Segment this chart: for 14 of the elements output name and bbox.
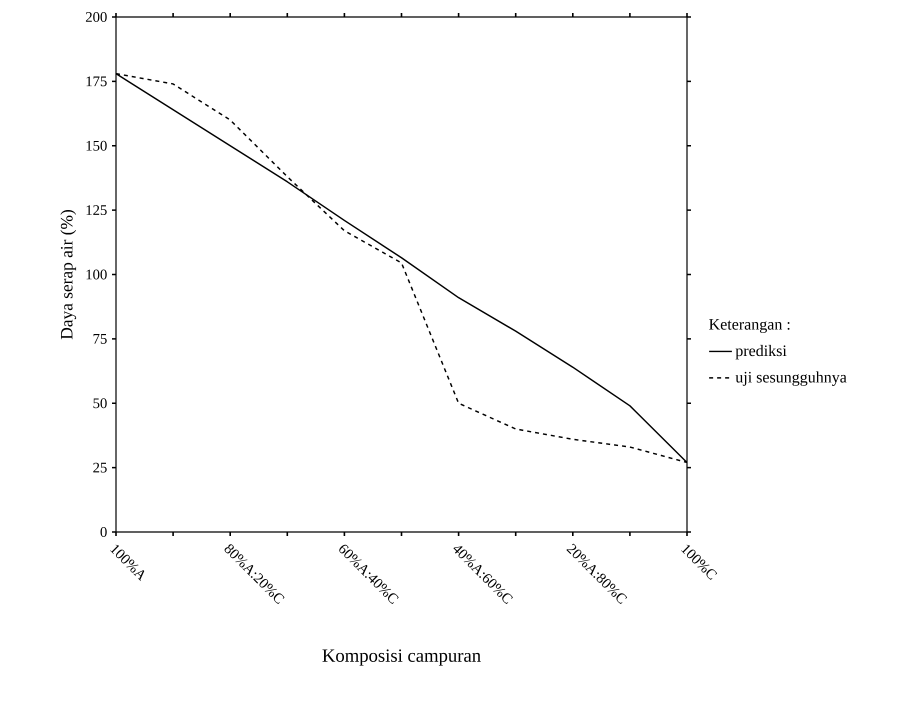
y-tick-label: 0 xyxy=(100,527,107,537)
legend-label: prediksi xyxy=(736,344,787,360)
y-tick-label: 25 xyxy=(93,462,107,473)
y-tick-label: 125 xyxy=(86,205,107,216)
y-tick-label: 150 xyxy=(86,140,107,151)
y-axis-title: Daya serap air (%) xyxy=(60,210,76,340)
y-tick-label: 75 xyxy=(94,334,107,344)
x-axis-title: Komposisi campuran xyxy=(322,649,481,666)
y-tick-label: 175 xyxy=(86,76,107,86)
legend-label: uji sesungguhnya xyxy=(736,371,847,386)
legend-title: Keterangan : xyxy=(709,319,790,334)
y-tick-label: 100 xyxy=(86,270,107,280)
y-tick-label: 200 xyxy=(86,12,107,22)
y-tick-label: 50 xyxy=(93,398,107,408)
